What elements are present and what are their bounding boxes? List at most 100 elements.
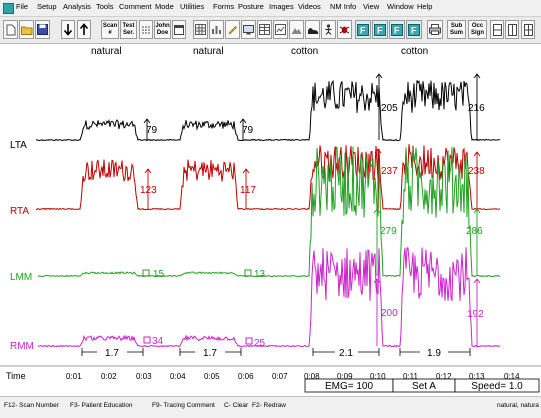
- condition-label: natural: [193, 46, 224, 57]
- amplitude-arrow: [473, 151, 481, 209]
- test-label-line1: Test: [122, 22, 135, 29]
- f2-view-button[interactable]: F: [372, 20, 388, 39]
- f4-view-button[interactable]: F: [406, 20, 422, 39]
- down-arrow-button[interactable]: [61, 20, 75, 39]
- duration-bracket: [179, 348, 242, 356]
- menu-images[interactable]: Images: [269, 2, 294, 11]
- duration-value: 1.7: [203, 348, 217, 359]
- shoe-icon: [307, 27, 318, 34]
- app-icon: [3, 3, 14, 14]
- small-amplitude-marker: [245, 337, 253, 345]
- scan-view-button[interactable]: [273, 20, 288, 39]
- landscape-button[interactable]: [289, 20, 304, 39]
- f1-view-button[interactable]: F: [355, 20, 371, 39]
- small-amplitude-marker: [244, 269, 252, 277]
- menu-videos[interactable]: Videos: [298, 2, 321, 11]
- measure-rta: 123: [140, 185, 157, 196]
- menu-window[interactable]: Window: [387, 2, 414, 11]
- small-amplitude-marker: [142, 269, 150, 277]
- channel-label-rta: RTA: [10, 206, 29, 217]
- scan-number-button[interactable]: Scan #: [101, 20, 119, 39]
- teal-f-icon: F: [374, 23, 386, 36]
- window-split-button[interactable]: [490, 20, 504, 39]
- menu-setup[interactable]: Setup: [37, 2, 57, 11]
- channel-label-lta: LTA: [10, 140, 27, 151]
- menu-view[interactable]: View: [363, 2, 380, 11]
- window-tile-button[interactable]: [505, 20, 519, 39]
- bar-chart-button[interactable]: [209, 20, 224, 39]
- shoe-button[interactable]: [305, 20, 320, 39]
- dots-icon: [142, 25, 150, 34]
- measurement-values: 79 79 205 216 123 117 237 238 15 13 279 …: [140, 103, 485, 349]
- measure-lmm: 15: [153, 269, 165, 280]
- menu-tools[interactable]: Tools: [96, 2, 114, 11]
- grid-view-button[interactable]: [193, 20, 208, 39]
- grid-dots-button[interactable]: [139, 20, 153, 39]
- split-window-icon: [492, 23, 502, 36]
- menu-posture[interactable]: Posture: [238, 2, 264, 11]
- occ-sign-button[interactable]: Occ Sign: [468, 20, 487, 39]
- time-tick: 0:12: [436, 372, 452, 381]
- menu-analysis[interactable]: Analysis: [63, 2, 91, 11]
- menu-utilities[interactable]: Utilities: [180, 2, 205, 11]
- amplitude-arrow: [373, 278, 381, 346]
- info-row: EMG= 100 Set A Speed= 1.0: [304, 378, 540, 393]
- amplitude-markers: [142, 73, 481, 346]
- trace-rmm: [37, 247, 501, 348]
- amplitude-arrow: [242, 168, 250, 209]
- time-tick: 0:09: [337, 372, 353, 381]
- open-button[interactable]: [19, 20, 34, 39]
- bug-button[interactable]: [337, 20, 352, 39]
- new-file-button[interactable]: [3, 20, 18, 39]
- patient-button[interactable]: John Doe: [154, 20, 171, 39]
- time-tick: 0:14: [504, 372, 520, 381]
- menu-nm-info[interactable]: NM Info: [330, 2, 357, 11]
- time-tick: 0:13: [469, 372, 485, 381]
- menu-file[interactable]: File: [16, 2, 29, 11]
- speed-value: Speed= 1.0: [471, 381, 523, 392]
- test-label: Test Ser.: [123, 23, 135, 37]
- test-series-button[interactable]: Test Ser.: [120, 20, 137, 39]
- up-arrow-button[interactable]: [77, 20, 91, 39]
- menu-forms[interactable]: Forms: [213, 2, 235, 11]
- amplitude-arrow: [473, 278, 481, 346]
- menu-mode[interactable]: Mode: [155, 2, 174, 11]
- trace-rta: [35, 144, 501, 211]
- duration-values: 1.7 1.7 2.1 1.9: [105, 348, 441, 359]
- duration-bracket: [81, 348, 144, 356]
- display-button[interactable]: [241, 20, 256, 39]
- time-tick: 0:08: [304, 372, 320, 381]
- channel-labels: LTA RTA LMM RMM: [10, 140, 34, 352]
- svg-text:F: F: [394, 25, 400, 35]
- menu-help[interactable]: Help: [417, 2, 433, 11]
- pencil-button[interactable]: [225, 20, 240, 39]
- f3-view-button[interactable]: F: [389, 20, 405, 39]
- status-bar: F12- Scan Number F3- Patient Education F…: [0, 396, 541, 418]
- scan-label-line1: Scan: [102, 22, 118, 29]
- print-button[interactable]: [427, 20, 443, 39]
- status-f3: F3- Patient Education: [70, 402, 133, 409]
- window-grid-button[interactable]: [521, 20, 535, 39]
- teal-f-icon: F: [408, 23, 420, 36]
- measure-lta: 216: [468, 103, 485, 114]
- calendar-button[interactable]: [172, 20, 186, 39]
- person-icon: [325, 24, 332, 35]
- table-button[interactable]: [257, 20, 272, 39]
- svg-text:F: F: [411, 25, 417, 35]
- bug-icon: [339, 26, 350, 34]
- measure-rmm: 192: [467, 309, 484, 320]
- grid-window-icon: [523, 23, 533, 36]
- measure-lta: 79: [242, 125, 254, 136]
- emg-tracing-plot[interactable]: Time 0:01 0:02 0:03 0:04 0:05 0:06 0:07 …: [0, 44, 541, 396]
- figure-button[interactable]: [321, 20, 336, 39]
- time-tick: 0:10: [370, 372, 386, 381]
- table-icon: [259, 24, 270, 35]
- time-tick: 0:06: [238, 372, 254, 381]
- menu-comment[interactable]: Comment: [119, 2, 152, 11]
- sub-sum-button[interactable]: Sub Sum: [447, 20, 466, 39]
- sub-label-line1: Sub: [450, 22, 463, 29]
- occ-sign-label: Occ Sign: [471, 23, 484, 37]
- set-value: Set A: [412, 381, 436, 392]
- save-button[interactable]: [35, 20, 50, 39]
- status-f2: F2- Redraw: [252, 402, 286, 409]
